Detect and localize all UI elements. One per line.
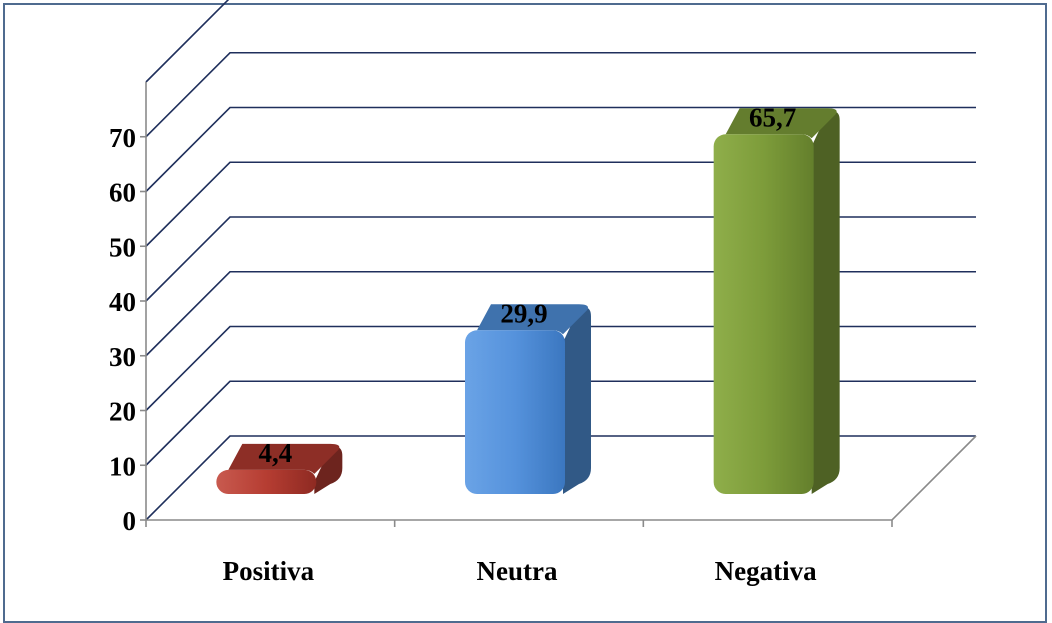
bar-front: [465, 330, 565, 494]
y-tick-label: 10: [109, 451, 136, 481]
data-label: 65,7: [749, 102, 796, 132]
y-tick-label: 30: [109, 342, 136, 372]
bar-neutra: [465, 304, 591, 494]
y-tick-label: 0: [123, 506, 137, 536]
y-tick-label: 50: [109, 232, 136, 262]
bar-side: [811, 111, 840, 494]
bars: [216, 108, 840, 495]
y-tick-label: 20: [109, 397, 136, 427]
gridline: [145, 106, 976, 193]
bar-top: [477, 304, 588, 335]
gridline: [145, 161, 976, 247]
bar-top: [725, 108, 837, 139]
y-tick-label: 70: [109, 123, 136, 153]
axes: [140, 82, 977, 527]
category-label: Positiva: [223, 556, 315, 586]
bar-negativa: [713, 108, 840, 495]
bar-front: [713, 134, 814, 495]
category-label: Neutra: [477, 556, 558, 586]
labels: 0 10 20 30 40 50 60 70 4,4 Positiva 29,9 Neutra 65,7…: [109, 102, 817, 586]
data-label: 4,4: [258, 438, 292, 468]
gridline: [145, 216, 976, 302]
y-tick-label: 60: [109, 178, 136, 208]
gridline: [145, 51, 976, 138]
gridline: [145, 0, 230, 83]
bar-front: [216, 469, 317, 494]
bar-positiva: [216, 443, 343, 494]
bar-top: [228, 443, 340, 474]
bar-side: [563, 307, 591, 494]
data-label: 29,9: [500, 298, 547, 328]
bar-side: [314, 446, 343, 494]
category-label: Negativa: [715, 556, 817, 586]
y-tick-label: 40: [109, 287, 136, 317]
